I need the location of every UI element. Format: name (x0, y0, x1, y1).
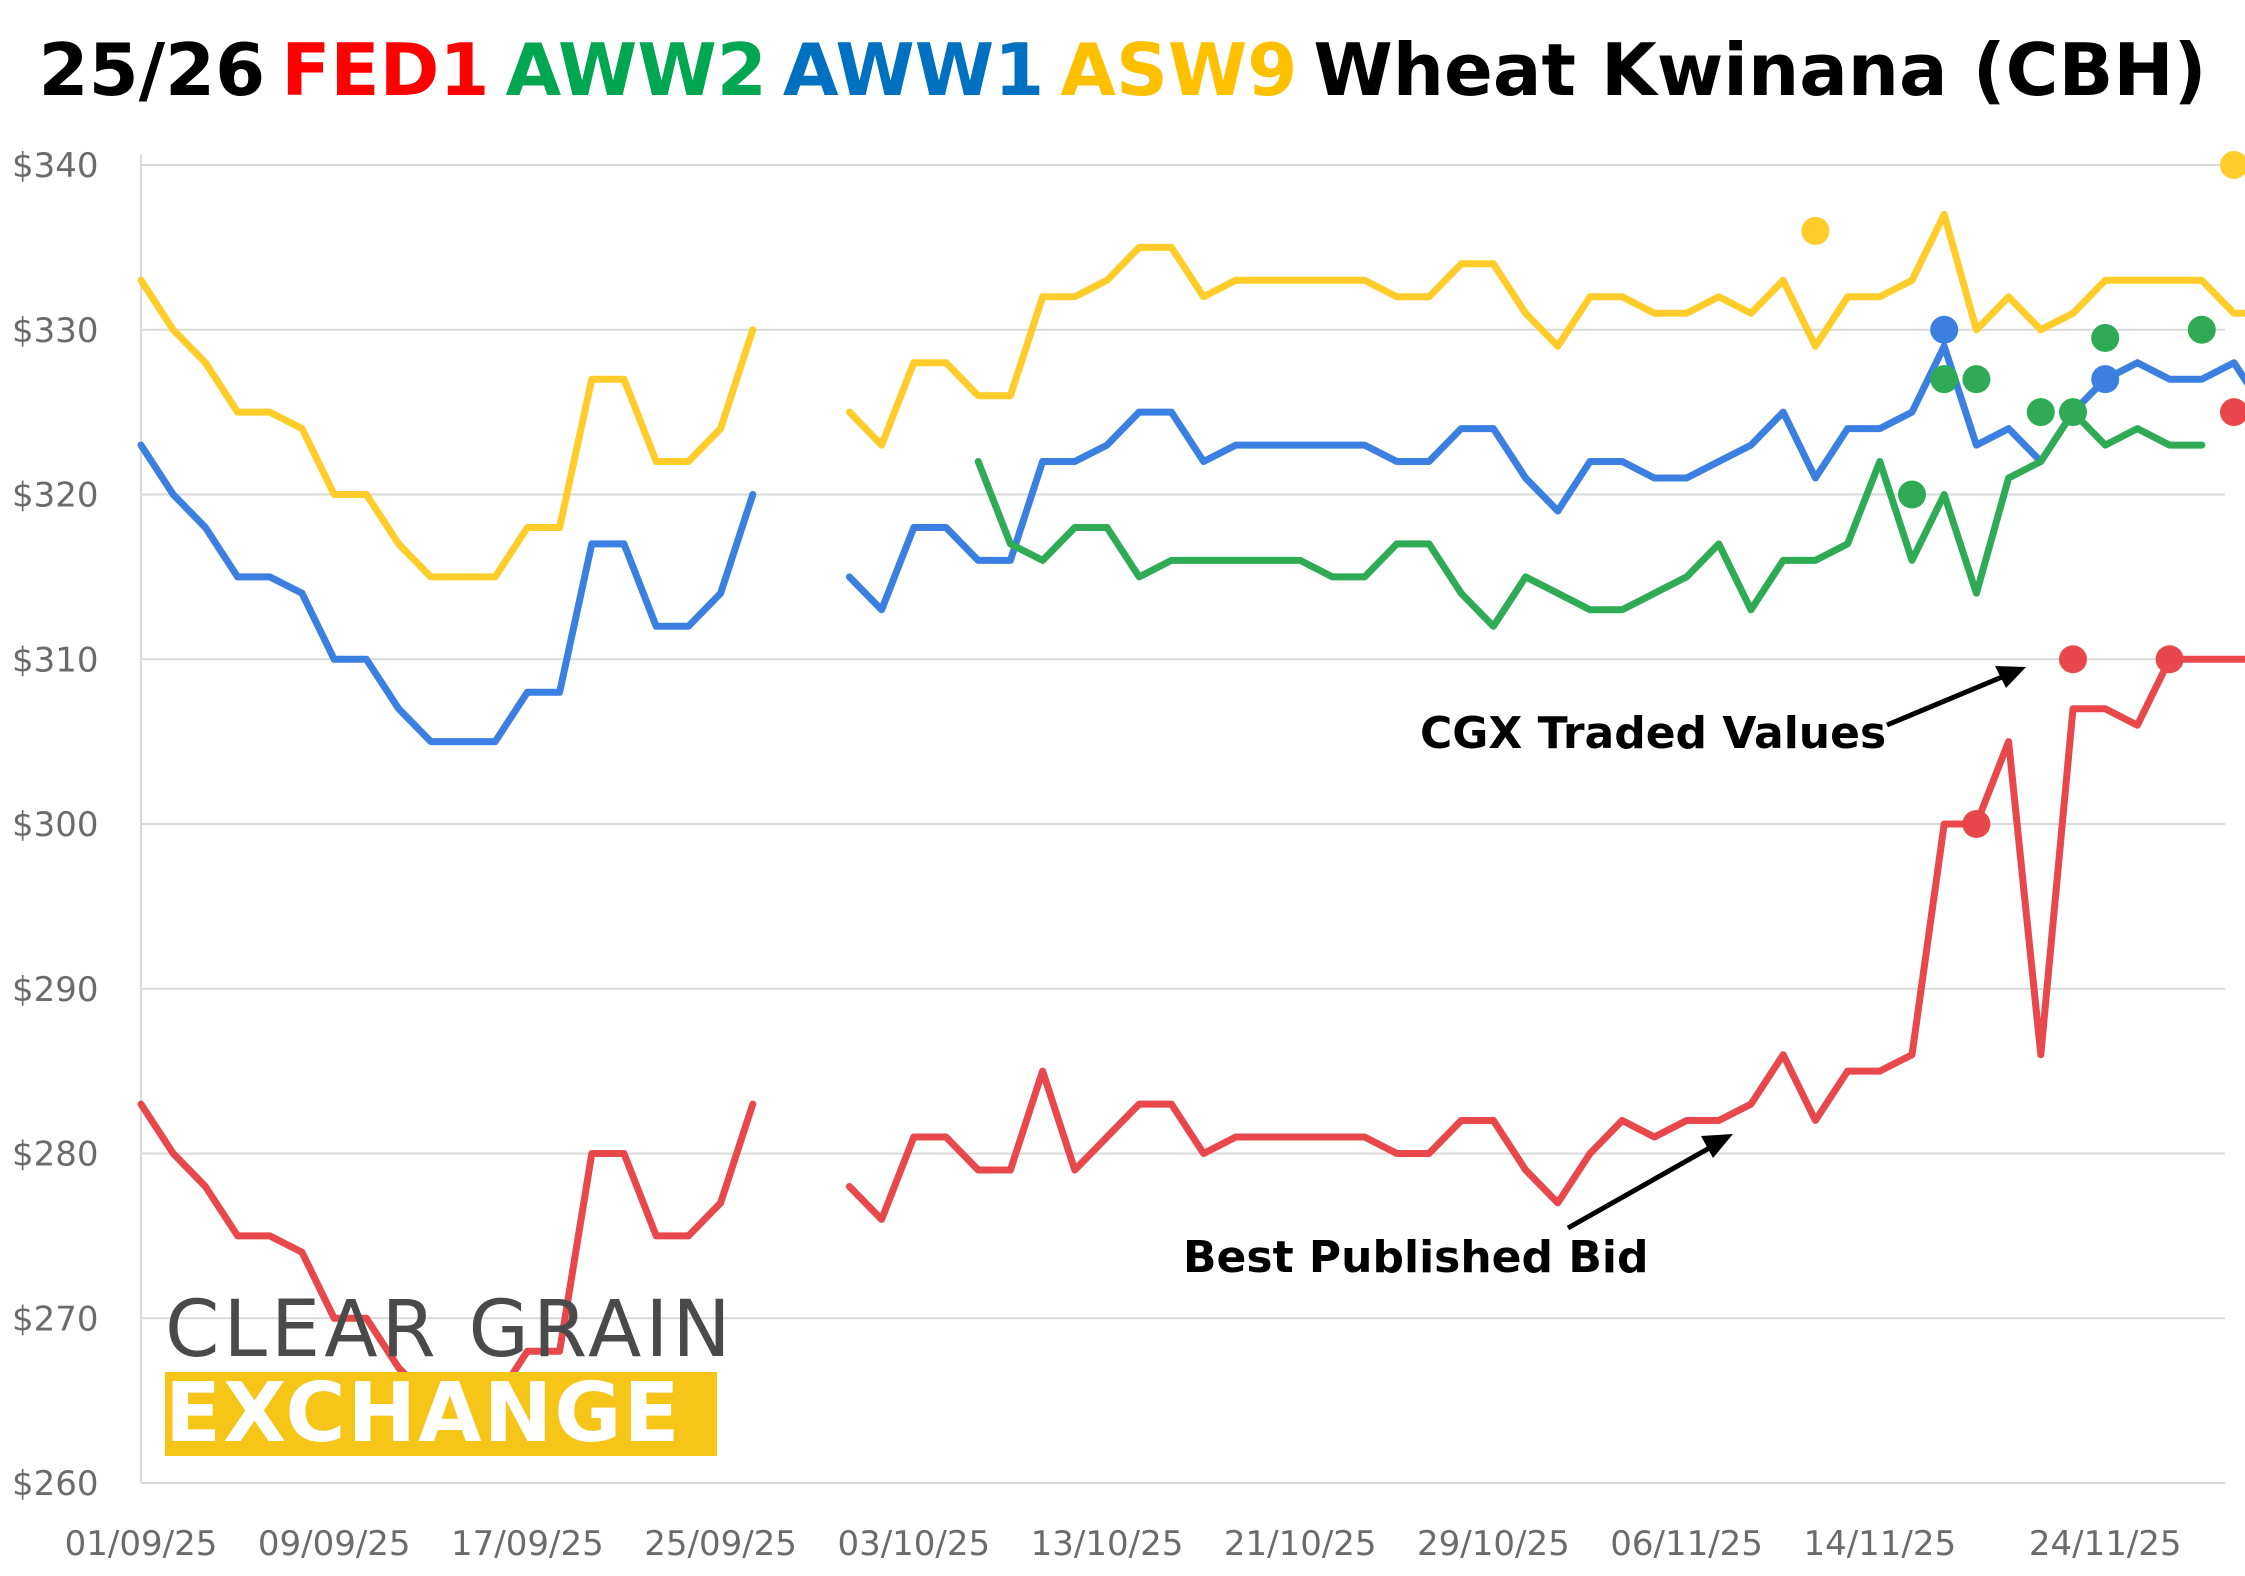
y-tick-label: $260 (12, 1464, 99, 1504)
traded-point-fed1 (2059, 645, 2087, 674)
title-season: 25/26 (38, 28, 266, 112)
y-tick-label: $300 (12, 805, 99, 845)
annotations: CGX Traded Values Best Published Bid (1183, 666, 2026, 1283)
annotation-bid-arrow (1566, 1139, 1722, 1231)
traded-point-aww2 (1962, 365, 1991, 394)
annotation-traded-arrow (1886, 669, 2015, 728)
title-aww2: AWW2 (505, 28, 767, 112)
x-tick-label: 14/11/25 (1803, 1524, 1956, 1564)
x-tick-label: 01/09/25 (65, 1524, 218, 1564)
y-tick-label: $330 (12, 311, 99, 351)
traded-point-aww2 (1930, 365, 1959, 394)
traded-point-fed1 (2220, 398, 2245, 427)
x-tick-label: 09/09/25 (258, 1524, 411, 1564)
clear-grain-exchange-logo: CLEAR GRAIN EXCHANGE (165, 1285, 735, 1456)
title-aww1: AWW1 (782, 28, 1045, 112)
traded-point-aww2 (2026, 398, 2055, 427)
series-line-aww1 (845, 342, 2245, 614)
title-fed1: FED1 (281, 28, 490, 112)
x-tick-label: 13/10/25 (1031, 1524, 1184, 1564)
x-tick-label: 24/11/25 (2029, 1524, 2182, 1564)
series-line-asw9 (137, 276, 757, 581)
y-tick-label: $310 (12, 640, 99, 680)
annotation-traded-arrowhead (1995, 666, 2026, 688)
chart-title: 25/26 FED1 AWW2 AWW1 ASW9 Wheat Kwinana (CBH) (0, 28, 2245, 112)
annotation-bid-arrowhead (1701, 1134, 1733, 1158)
traded-point-aww1 (2091, 365, 2120, 394)
traded-point-fed1 (1962, 810, 1991, 838)
y-tick-label: $270 (12, 1299, 99, 1339)
title-asw9: ASW9 (1060, 28, 1298, 112)
traded-point-aww2 (2187, 315, 2216, 344)
y-tick-label: $320 (12, 476, 99, 516)
title-rest: Wheat Kwinana (CBH) (1313, 28, 2207, 112)
x-tick-label: 17/09/25 (451, 1524, 604, 1564)
axes: $260 $270 $280 $290 $300 $310 $320 $330 $340 01/0… (12, 146, 2182, 1564)
series-line-fed1 (845, 655, 2245, 1223)
y-tick-label: $290 (12, 970, 99, 1010)
annotation-bid-label: Best Published Bid (1183, 1232, 1648, 1283)
y-tick-label: $340 (12, 146, 99, 186)
traded-point-fed1 (2155, 645, 2184, 674)
series-line-asw9 (845, 210, 2245, 449)
logo-line1: CLEAR GRAIN (165, 1285, 735, 1375)
x-tick-label: 03/10/25 (837, 1524, 990, 1564)
series-lines (137, 210, 2245, 1405)
traded-point-aww2 (2091, 323, 2120, 352)
traded-point-asw9 (2220, 151, 2245, 179)
traded-point-aww2 (1898, 480, 1926, 509)
annotation-traded-label: CGX Traded Values (1420, 708, 1886, 759)
traded-point-asw9 (1801, 216, 1830, 245)
series-line-aww2 (974, 408, 2206, 630)
x-tick-label: 29/10/25 (1417, 1524, 1570, 1564)
traded-points (1801, 151, 2245, 838)
x-tick-label: 21/10/25 (1224, 1524, 1377, 1564)
gridlines (141, 164, 2225, 1484)
traded-point-aww2 (2059, 398, 2087, 427)
logo-line2: EXCHANGE (165, 1372, 717, 1456)
series-line-aww1 (137, 441, 757, 746)
y-tick-label: $280 (12, 1135, 99, 1175)
traded-point-aww1 (1930, 315, 1959, 344)
x-tick-label: 06/11/25 (1610, 1524, 1763, 1564)
x-tick-label: 25/09/25 (644, 1524, 797, 1564)
